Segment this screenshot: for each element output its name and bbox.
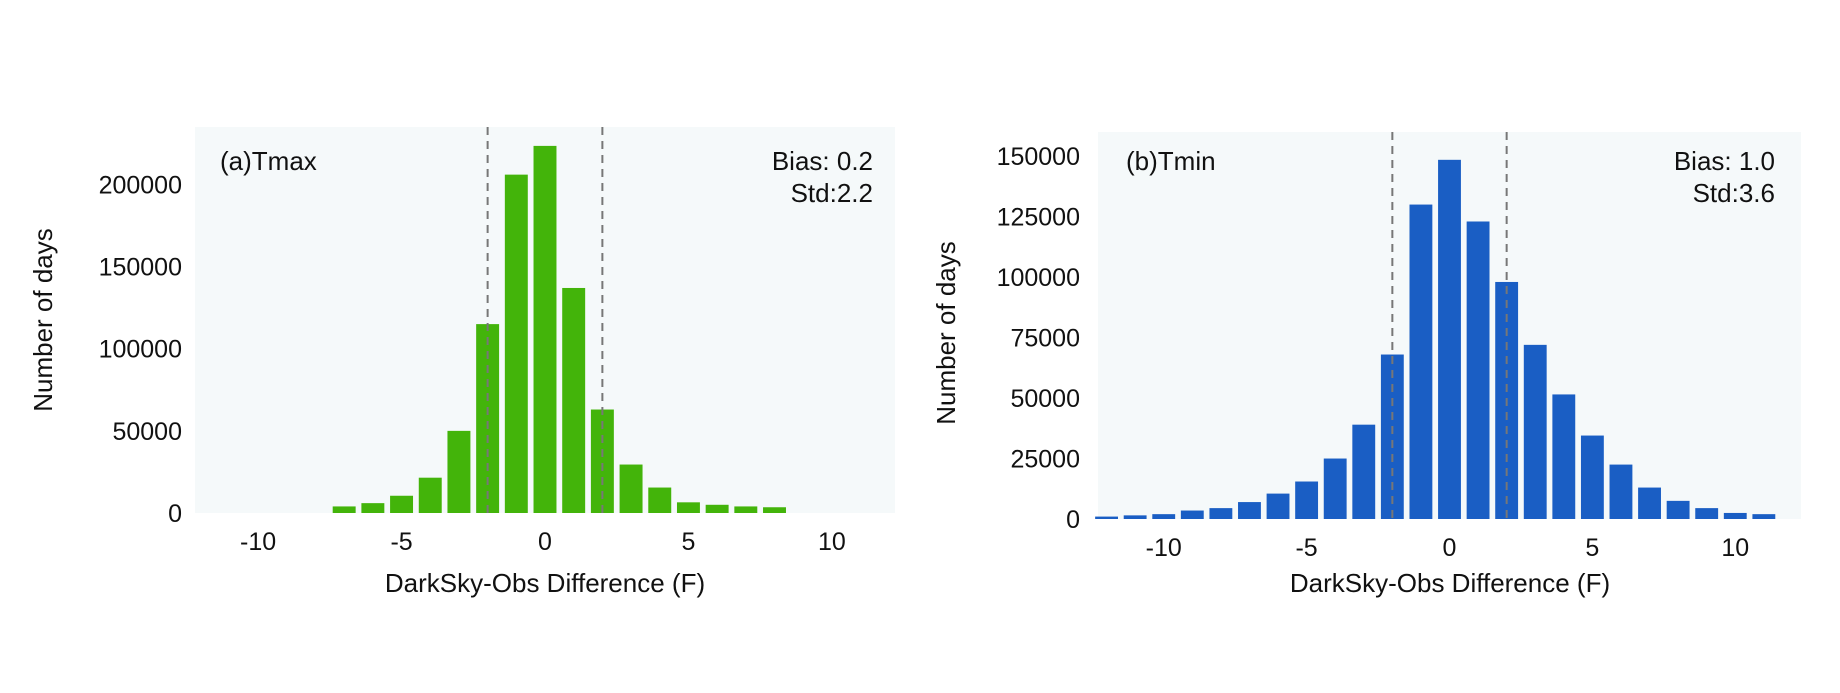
bar-tmax-6 <box>504 174 528 513</box>
bar-tmin-12 <box>1438 159 1461 519</box>
y-axis-label-tmax: Number of days <box>28 228 58 412</box>
bar-tmax-3 <box>418 477 442 513</box>
bar-tmin-4 <box>1209 508 1233 519</box>
bar-tmin-0 <box>1095 516 1118 519</box>
bar-tmin-1 <box>1123 515 1147 519</box>
bar-tmin-19 <box>1638 487 1661 519</box>
bar-tmax-12 <box>676 502 700 513</box>
bar-tmin-16 <box>1552 394 1576 519</box>
panel-tmin: -10 -5 0 5 10 0 25000 50000 75000 100000 125000 15… <box>931 132 1801 598</box>
x-tick-label-tmax-4: 10 <box>818 528 846 556</box>
y-tick-label-tmin-5: 125000 <box>997 204 1080 232</box>
bar-tmax-2 <box>390 495 414 513</box>
bars-tmax <box>332 145 786 513</box>
bar-tmin-22 <box>1723 512 1747 519</box>
x-tick-label-tmin-4: 10 <box>1721 534 1749 562</box>
bar-tmax-13 <box>705 504 729 513</box>
x-tick-label-tmin-1: -5 <box>1295 534 1317 562</box>
bar-tmin-20 <box>1666 500 1690 519</box>
y-tick-label-tmax-1: 50000 <box>112 418 182 446</box>
y-axis-label-tmin: Number of days <box>931 241 961 425</box>
x-tick-label-tmax-0: -10 <box>240 528 276 556</box>
bar-tmax-7 <box>533 145 557 513</box>
bar-tmin-9 <box>1352 424 1376 519</box>
y-tick-label-tmin-3: 75000 <box>1010 325 1080 353</box>
bar-tmin-11 <box>1409 204 1433 519</box>
bar-tmin-10 <box>1380 354 1404 519</box>
bias-text-tmin: Bias: 1.0 <box>1674 146 1775 176</box>
bar-tmax-1 <box>361 503 385 513</box>
bar-tmin-15 <box>1523 344 1547 519</box>
bar-tmin-5 <box>1238 502 1261 519</box>
bar-tmax-0 <box>332 506 356 513</box>
x-tick-label-tmax-1: -5 <box>390 528 412 556</box>
y-ticks-tmax: 0 50000 100000 150000 200000 <box>99 171 182 528</box>
y-tick-label-tmin-2: 50000 <box>1010 385 1080 413</box>
bar-tmax-11 <box>648 487 672 513</box>
bars-tmin <box>1095 159 1776 520</box>
bar-tmin-17 <box>1580 435 1604 519</box>
x-tick-label-tmax-2: 0 <box>538 528 552 556</box>
x-ticks-tmax: -10 -5 0 5 10 <box>240 528 846 556</box>
panel-tmax: -10 -5 0 5 10 0 50000 100000 150000 200000 (a)Tm… <box>28 127 895 598</box>
x-axis-label-tmin: DarkSky-Obs Difference (F) <box>1290 568 1610 598</box>
x-ticks-tmin: -10 -5 0 5 10 <box>1146 534 1750 562</box>
std-text-tmin: Std:3.6 <box>1693 178 1775 208</box>
std-text-tmax: Std:2.2 <box>791 178 873 208</box>
x-tick-label-tmin-2: 0 <box>1443 534 1457 562</box>
bar-tmax-14 <box>734 506 758 513</box>
panel-label-tmax: (a)Tmax <box>220 146 317 176</box>
bar-tmin-2 <box>1152 514 1176 519</box>
bar-tmin-23 <box>1752 514 1776 519</box>
y-tick-label-tmax-2: 100000 <box>99 336 182 364</box>
y-ticks-tmin: 0 25000 50000 75000 100000 125000 150000 <box>997 143 1080 534</box>
bar-tmin-7 <box>1295 481 1319 519</box>
x-tick-label-tmin-3: 5 <box>1585 534 1599 562</box>
bar-tmin-6 <box>1266 493 1290 519</box>
bar-tmax-15 <box>763 507 786 513</box>
bar-tmax-4 <box>447 430 471 513</box>
dashed-lines-tmin <box>1391 132 1508 519</box>
bar-tmax-5 <box>476 324 500 513</box>
y-tick-label-tmax-4: 200000 <box>99 171 182 199</box>
y-tick-label-tmin-6: 150000 <box>997 143 1080 171</box>
y-tick-label-tmax-0: 0 <box>168 500 182 528</box>
bar-tmax-9 <box>590 409 614 513</box>
x-axis-label-tmax: DarkSky-Obs Difference (F) <box>385 568 705 598</box>
y-tick-label-tmin-1: 25000 <box>1010 446 1080 474</box>
bar-tmax-10 <box>619 464 643 513</box>
y-tick-label-tmin-0: 0 <box>1066 506 1080 534</box>
x-tick-label-tmin-0: -10 <box>1146 534 1182 562</box>
bar-tmin-3 <box>1180 510 1204 519</box>
bar-tmin-8 <box>1323 458 1347 519</box>
panel-label-tmin: (b)Tmin <box>1126 146 1216 176</box>
bar-tmin-21 <box>1695 508 1719 519</box>
bias-text-tmax: Bias: 0.2 <box>772 146 873 176</box>
bar-tmax-8 <box>562 287 586 513</box>
y-tick-label-tmin-4: 100000 <box>997 264 1080 292</box>
y-tick-label-tmax-3: 150000 <box>99 254 182 282</box>
x-tick-label-tmax-3: 5 <box>681 528 695 556</box>
bar-tmin-13 <box>1466 221 1490 520</box>
bar-tmin-18 <box>1609 464 1633 519</box>
